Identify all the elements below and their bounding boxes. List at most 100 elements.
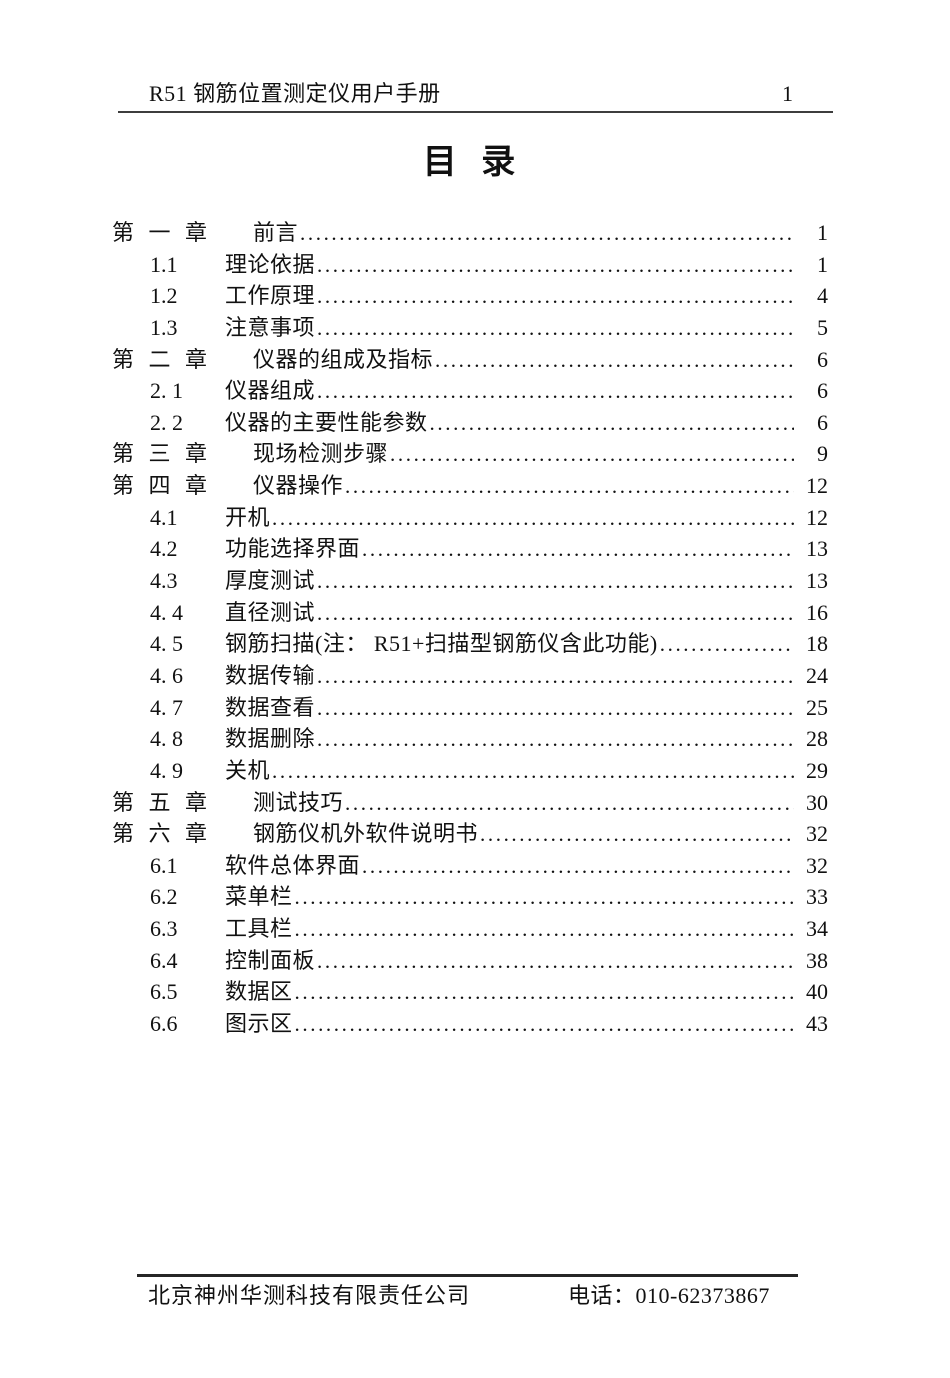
toc-entry-page: 5 xyxy=(817,314,828,340)
toc-entry-number: 1.2 xyxy=(150,283,178,309)
toc-entry-page: 13 xyxy=(806,536,828,562)
toc-entry-title: 理论依据 xyxy=(225,251,316,277)
toc-entry-title: 菜单栏 xyxy=(225,884,293,910)
toc-entry-title: 数据删除 xyxy=(225,726,316,752)
toc-entry-title: 仪器组成 xyxy=(225,378,316,404)
toc-section-entry[interactable]: 4. 7 数据查看 25 xyxy=(112,692,828,724)
toc-entry-number: 4.3 xyxy=(150,568,178,594)
toc-entry-page: 34 xyxy=(806,916,828,942)
toc-dot-leader xyxy=(272,755,794,788)
toc-section-entry[interactable]: 6.1 软件总体界面 32 xyxy=(112,850,828,882)
toc-entry-number: 6.2 xyxy=(150,884,178,910)
toc-section-entry[interactable]: 6.2 菜单栏 33 xyxy=(112,881,828,913)
header-title: R51 钢筋位置测定仪用户手册 xyxy=(149,81,441,106)
toc-entry-title: 仪器的组成及指标 xyxy=(253,346,434,372)
toc-dot-leader xyxy=(345,470,794,503)
toc-entry-number: 1.3 xyxy=(150,314,178,340)
toc-entry-page: 28 xyxy=(806,726,828,752)
toc-entry-page: 40 xyxy=(806,979,828,1005)
toc-entry-number: 第 二 章 xyxy=(112,346,209,372)
toc-entry-title: 钢筋仪机外软件说明书 xyxy=(253,821,479,847)
toc-section-entry[interactable]: 4. 5 钢筋扫描(注： R51+扫描型钢筋仪含此功能) 18 xyxy=(112,628,828,660)
doc-title: 目 录 xyxy=(422,144,518,181)
toc-entry-page: 43 xyxy=(806,1011,828,1037)
toc-section-entry[interactable]: 6.6 图示区 43 xyxy=(112,1008,828,1040)
toc-entry-number: 2. 1 xyxy=(150,378,183,404)
toc-entry-page: 29 xyxy=(806,757,828,783)
toc-dot-leader xyxy=(272,502,794,535)
toc-section-entry[interactable]: 1.1 理论依据 1 xyxy=(112,249,828,281)
toc-entry-title: 前言 xyxy=(253,220,299,245)
toc-chapter-entry[interactable]: 第 一 章 前言 1 xyxy=(112,217,828,249)
toc-dot-leader xyxy=(317,723,794,756)
toc-entry-page: 24 xyxy=(806,662,828,688)
toc-entry-title: 工作原理 xyxy=(225,283,316,309)
toc-entry-page: 1 xyxy=(817,220,828,245)
toc-entry-number: 6.5 xyxy=(150,979,178,1005)
toc-entry-page: 12 xyxy=(806,473,828,499)
toc-dot-leader xyxy=(345,787,794,820)
header-page-number: 1 xyxy=(782,81,793,106)
toc-chapter-entry[interactable]: 第 二 章 仪器的组成及指标 6 xyxy=(112,344,828,376)
toc-entry-page: 33 xyxy=(806,884,828,910)
toc-section-entry[interactable]: 1.3 注意事项 5 xyxy=(112,312,828,344)
toc-section-entry[interactable]: 6.5 数据区 40 xyxy=(112,976,828,1008)
toc-entry-title: 钢筋扫描(注： R51+扫描型钢筋仪含此功能) xyxy=(225,631,658,657)
toc-dot-leader xyxy=(435,344,794,377)
toc-entry-number: 1.1 xyxy=(150,251,178,277)
page-header: R51 钢筋位置测定仪用户手册 1 xyxy=(118,79,833,113)
toc-entry-number: 6.4 xyxy=(150,947,178,973)
toc-entry-title: 数据查看 xyxy=(225,694,316,720)
toc-entry-title: 软件总体界面 xyxy=(225,852,361,878)
toc-section-entry[interactable]: 4. 6 数据传输 24 xyxy=(112,660,828,692)
toc-entry-page: 6 xyxy=(817,378,828,404)
toc-entry-page: 13 xyxy=(806,568,828,594)
toc-entry-title: 仪器操作 xyxy=(253,473,344,499)
toc-dot-leader xyxy=(317,565,794,598)
toc-section-entry[interactable]: 4.2 功能选择界面 13 xyxy=(112,533,828,565)
toc-entry-title: 厚度测试 xyxy=(225,568,316,594)
toc-dot-leader xyxy=(362,533,794,566)
toc-section-entry[interactable]: 6.4 控制面板 38 xyxy=(112,945,828,977)
toc-entry-page: 18 xyxy=(806,631,828,657)
toc-chapter-entry[interactable]: 第 五 章 测试技巧 30 xyxy=(112,787,828,819)
toc-entry-title: 功能选择界面 xyxy=(225,536,361,562)
toc-entry-number: 4.2 xyxy=(150,536,178,562)
toc-section-entry[interactable]: 1.2 工作原理 4 xyxy=(112,280,828,312)
toc-entry-title: 注意事项 xyxy=(225,314,316,340)
toc-section-entry[interactable]: 2. 1 仪器组成 6 xyxy=(112,375,828,407)
toc-chapter-entry[interactable]: 第 三 章 现场检测步骤 9 xyxy=(112,438,828,470)
toc-chapter-entry[interactable]: 第 六 章 钢筋仪机外软件说明书 32 xyxy=(112,818,828,850)
toc-section-entry[interactable]: 4. 4 直径测试 16 xyxy=(112,597,828,629)
toc-section-entry[interactable]: 4.3 厚度测试 13 xyxy=(112,565,828,597)
toc-dot-leader xyxy=(317,692,794,725)
toc-entry-number: 6.3 xyxy=(150,916,178,942)
toc-entry-number: 4. 6 xyxy=(150,662,183,688)
toc-entry-number: 第 一 章 xyxy=(112,220,209,245)
toc-entry-page: 1 xyxy=(817,251,828,277)
toc-entry-title: 开机 xyxy=(225,504,271,530)
toc-entry-page: 4 xyxy=(817,283,828,309)
toc-entry-number: 6.6 xyxy=(150,1011,178,1037)
toc-entry-number: 4. 5 xyxy=(150,631,183,657)
toc-chapter-entry[interactable]: 第 四 章 仪器操作 12 xyxy=(112,470,828,502)
toc-section-entry[interactable]: 4. 8 数据删除 28 xyxy=(112,723,828,755)
toc-entry-number: 2. 2 xyxy=(150,409,183,435)
toc-entry-page: 30 xyxy=(806,789,828,815)
toc-entry-title: 控制面板 xyxy=(225,947,316,973)
toc-dot-leader xyxy=(317,249,794,282)
toc-dot-leader xyxy=(295,881,794,914)
toc-dot-leader xyxy=(317,280,794,313)
toc-section-entry[interactable]: 2. 2 仪器的主要性能参数 6 xyxy=(112,407,828,439)
toc-entry-page: 12 xyxy=(806,504,828,530)
toc-dot-leader xyxy=(295,1008,794,1041)
toc-section-entry[interactable]: 4.1 开机 12 xyxy=(112,502,828,534)
toc-entry-title: 测试技巧 xyxy=(253,789,344,815)
toc-dot-leader xyxy=(295,976,794,1009)
toc-section-entry[interactable]: 6.3 工具栏 34 xyxy=(112,913,828,945)
toc-entry-number: 第 五 章 xyxy=(112,789,209,815)
toc-entry-page: 25 xyxy=(806,694,828,720)
toc-entry-title: 图示区 xyxy=(225,1011,293,1037)
toc-section-entry[interactable]: 4. 9 关机 29 xyxy=(112,755,828,787)
